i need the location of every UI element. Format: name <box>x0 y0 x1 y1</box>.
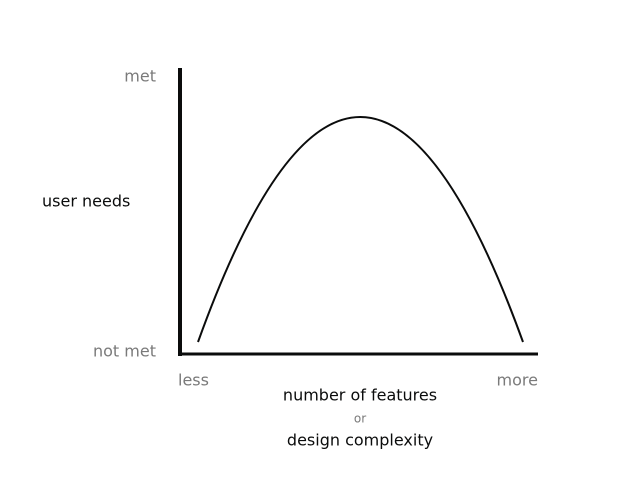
curve <box>197 116 524 343</box>
x-axis-alt-title: design complexity <box>287 431 433 450</box>
x-axis-title: number of features <box>283 386 437 405</box>
x-left-label: less <box>178 371 209 390</box>
y-top-label: met <box>124 67 156 86</box>
y-axis-title: user needs <box>42 192 130 211</box>
y-bottom-label: not met <box>93 342 156 361</box>
connector: or <box>354 412 366 426</box>
x-right-label: more <box>497 371 538 390</box>
